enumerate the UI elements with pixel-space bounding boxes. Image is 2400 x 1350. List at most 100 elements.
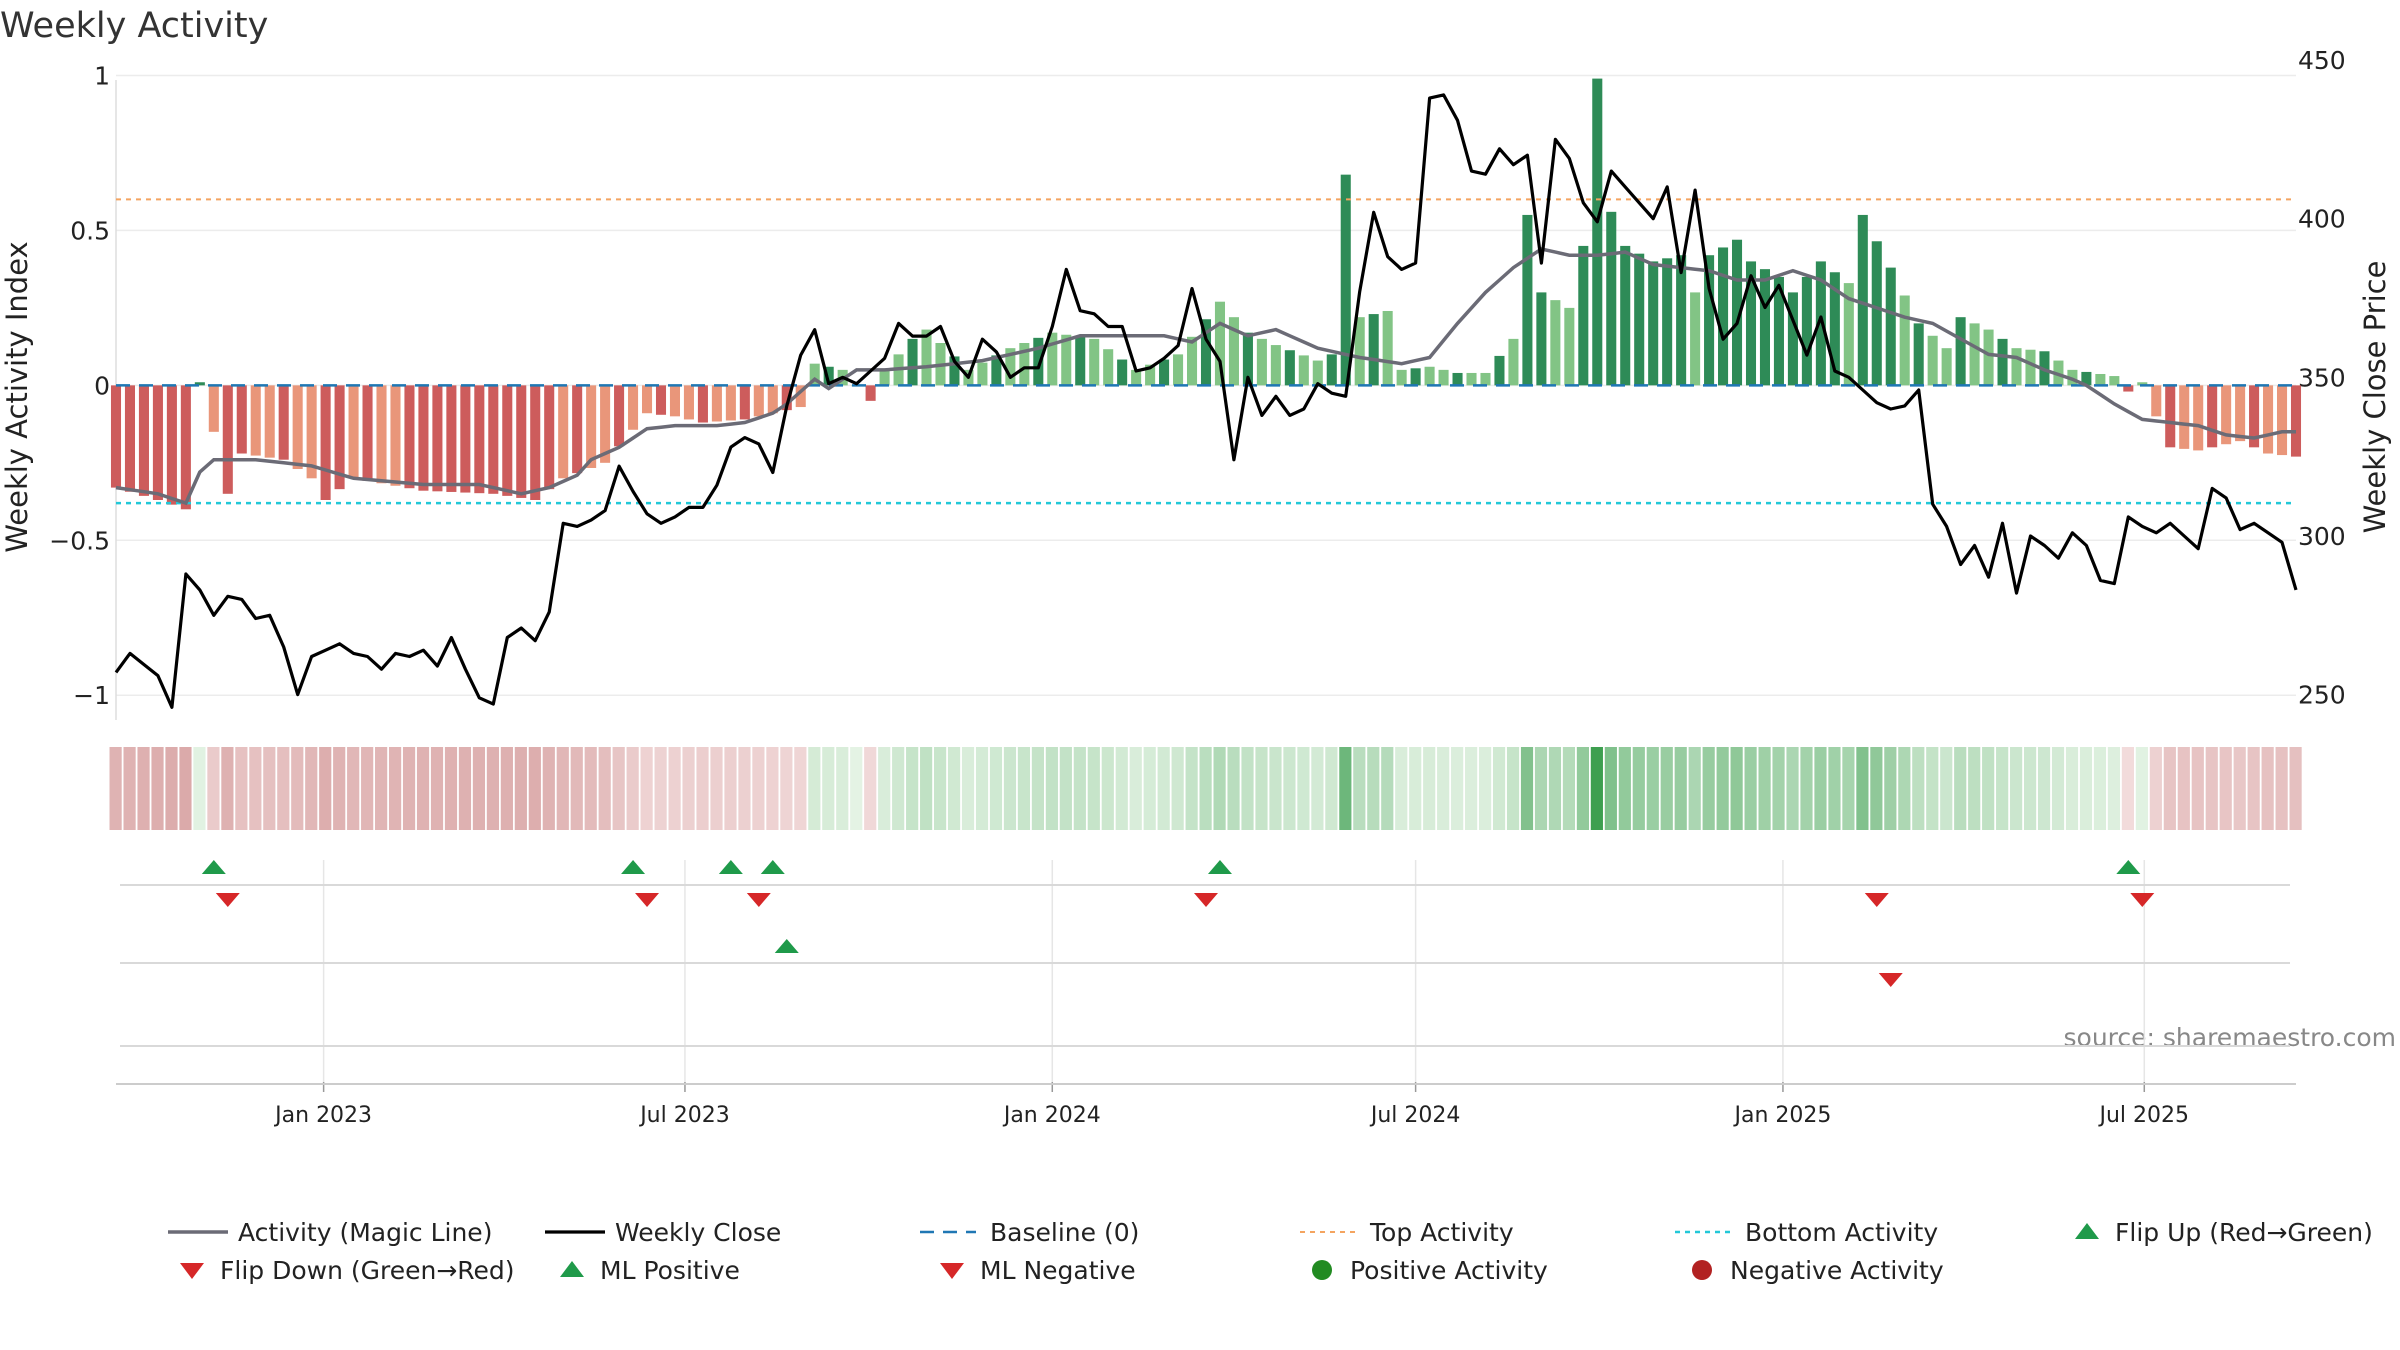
activity-bar	[138, 385, 149, 496]
activity-bar	[1731, 239, 1743, 386]
heat-cell	[528, 747, 541, 830]
heat-cell	[975, 747, 989, 830]
heat-cell	[347, 747, 360, 830]
activity-bar	[865, 385, 876, 401]
activity-bar	[1312, 360, 1323, 386]
heat-cell	[1213, 747, 1226, 830]
heat-cell	[1954, 747, 1967, 830]
heat-cell	[906, 747, 919, 830]
flip-down-marker	[2130, 893, 2155, 907]
activity-bar	[1773, 276, 1784, 386]
activity-bar	[1410, 368, 1421, 386]
heat-cell	[1381, 747, 1394, 830]
heat-cell	[486, 747, 499, 830]
activity-bar	[809, 363, 820, 386]
activity-bar	[2081, 371, 2092, 386]
legend-label: Baseline (0)	[990, 1218, 1139, 1247]
activity-bar	[1578, 245, 1589, 386]
heat-cell	[1339, 747, 1352, 830]
heat-cell	[179, 747, 192, 830]
activity-bar	[404, 385, 415, 489]
activity-bar	[390, 385, 401, 486]
x-tick-label: Jul 2024	[1369, 1103, 1461, 1128]
heat-cell	[570, 747, 583, 830]
heat-cell	[836, 747, 849, 830]
activity-bar	[949, 356, 960, 386]
activity-bar	[1871, 241, 1882, 386]
heat-cell	[165, 747, 178, 830]
heat-cell	[1479, 747, 1492, 830]
y2-tick-label: 450	[2298, 46, 2346, 75]
legend-label: Positive Activity	[1350, 1256, 1548, 1285]
activity-bar	[921, 329, 932, 386]
activity-bar	[180, 385, 191, 510]
activity-bar	[362, 385, 373, 481]
activity-bar	[334, 385, 345, 490]
activity-bar	[1718, 247, 1729, 386]
heat-cell	[2191, 747, 2204, 830]
heat-cell	[472, 747, 486, 830]
activity-bar	[1103, 349, 1114, 386]
y-tick-label: 1	[94, 61, 110, 90]
heat-cell	[1143, 747, 1156, 830]
activity-bar	[767, 385, 778, 414]
heat-cell	[1185, 747, 1198, 830]
heat-cell	[2163, 747, 2176, 830]
heat-cell	[151, 747, 164, 830]
activity-bar	[823, 366, 834, 386]
heat-cell	[402, 747, 416, 830]
activity-bar	[781, 385, 792, 411]
flip-up-marker	[621, 860, 646, 874]
heat-cell	[1367, 747, 1380, 830]
heat-cell	[2093, 747, 2107, 830]
y2-tick-label: 250	[2298, 681, 2346, 710]
activity-bar	[991, 355, 1002, 386]
activity-bar	[1005, 348, 1016, 386]
activity-bar	[1242, 332, 1253, 386]
heat-cell	[1590, 747, 1603, 830]
legend-flip-down-swatch	[180, 1263, 204, 1279]
heat-cell	[305, 747, 318, 830]
flip-up-marker	[760, 860, 785, 874]
activity-bar	[655, 385, 667, 415]
activity-bar	[432, 385, 443, 492]
heat-cell	[892, 747, 905, 830]
activity-bar	[1396, 369, 1407, 386]
activity-bar	[1159, 359, 1170, 386]
heat-cell	[710, 747, 723, 830]
heat-cell	[361, 747, 374, 830]
heat-cell	[1241, 747, 1254, 830]
heat-cell	[850, 747, 863, 830]
heat-cell	[1157, 747, 1170, 830]
activity-bar	[1815, 261, 1826, 386]
activity-bar	[292, 385, 303, 470]
activity-bar	[1829, 272, 1840, 386]
activity-bar	[1228, 317, 1239, 386]
heat-cell	[2010, 747, 2023, 830]
heat-cell	[1492, 747, 1506, 830]
heat-cell	[626, 747, 639, 830]
heat-cell	[822, 747, 835, 830]
activity-bar	[600, 385, 611, 463]
heat-cell	[1003, 747, 1017, 830]
activity-bar	[1676, 255, 1687, 386]
heat-cell	[137, 747, 150, 830]
activity-bar	[1480, 372, 1491, 386]
heat-cell	[514, 747, 527, 830]
activity-bar	[460, 385, 471, 493]
flip-down-marker	[1194, 893, 1218, 907]
activity-bar	[1186, 336, 1198, 386]
heat-cell	[2261, 747, 2274, 830]
heat-cell	[752, 747, 765, 830]
heat-cell	[1059, 747, 1072, 830]
ml-positive-marker	[774, 939, 799, 953]
heat-cell	[333, 747, 346, 830]
activity-bar	[2276, 385, 2288, 456]
activity-bar	[1941, 348, 1952, 386]
heat-cell	[1814, 747, 1827, 830]
activity-bar	[1927, 335, 1938, 386]
activity-bar	[1508, 338, 1519, 386]
legend-label: Top Activity	[1369, 1218, 1514, 1247]
heat-cell	[1912, 747, 1925, 830]
x-tick-label: Jul 2023	[638, 1103, 730, 1128]
